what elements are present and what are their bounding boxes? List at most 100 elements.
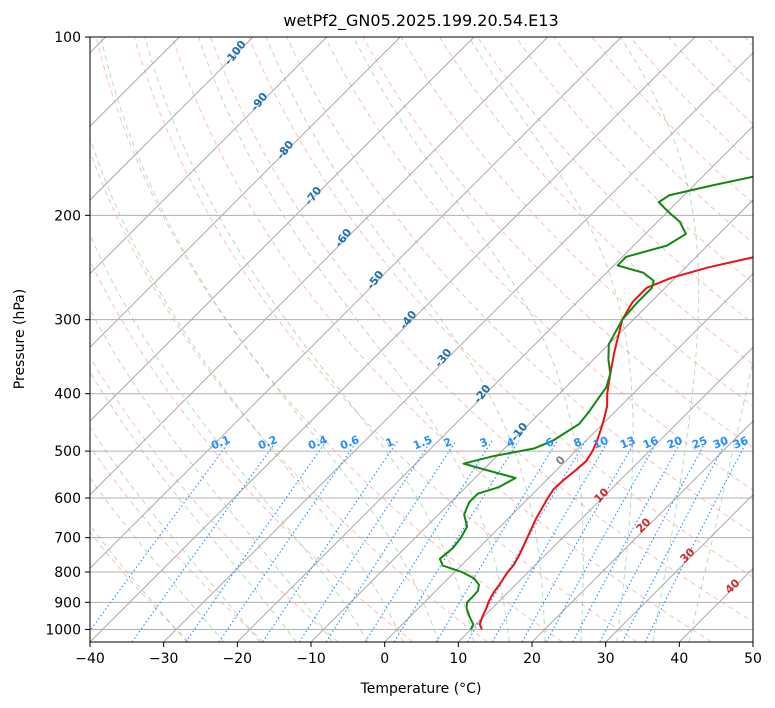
- dry-adiabat-label: -30: [432, 346, 455, 370]
- moist-adiabat-line: [353, 37, 584, 642]
- mixing-ratio-label: 0.2: [256, 433, 279, 452]
- x-tick-label: 30: [597, 651, 615, 667]
- isotherm-line: [310, 199, 753, 642]
- mixing-ratio-line: [621, 440, 728, 642]
- x-tick-label: −10: [296, 651, 326, 667]
- isotherm-line: [90, 37, 549, 496]
- moist-adiabat-line: [265, 37, 546, 642]
- moist-adiabat-label: 40: [723, 576, 743, 596]
- moist-adiabat-label: 30: [678, 545, 698, 565]
- moist-adiabat-line: [688, 358, 753, 642]
- y-tick-label: 900: [54, 595, 81, 611]
- mixing-ratio-label: 1.5: [411, 433, 434, 452]
- isotherm-line: [752, 641, 753, 642]
- moist-adiabat-line: [90, 477, 225, 642]
- mixing-ratio-label: 0.6: [338, 433, 361, 452]
- x-tick-label: 10: [449, 651, 467, 667]
- isotherm-line: [90, 37, 696, 642]
- mixing-ratio-label: 36: [731, 434, 750, 452]
- moist-adiabat-label: 10: [592, 485, 612, 505]
- mixing-ratio-label: 16: [641, 434, 660, 452]
- moist-adiabat-line: [144, 37, 475, 642]
- mixing-ratio-line: [185, 440, 328, 642]
- dry-adiabat-line: [553, 37, 753, 244]
- dry-adiabat-line: [90, 150, 488, 642]
- mixing-ratio-line: [90, 440, 231, 632]
- mixing-ratio-line: [325, 440, 457, 642]
- mixing-ratio-line: [218, 440, 358, 642]
- isotherm-line: [90, 37, 475, 422]
- dry-adiabat-line: [90, 356, 339, 642]
- moist-adiabat-line: [90, 233, 369, 642]
- mixing-ratio-label: 8: [572, 435, 584, 450]
- isotherm-line: [531, 420, 753, 642]
- x-tick-label: 50: [744, 651, 762, 667]
- mixing-ratio-label: 10: [591, 434, 610, 452]
- isotherm-line: [90, 37, 401, 349]
- dry-adiabat-line: [90, 259, 414, 642]
- dry-adiabat-line: [248, 37, 753, 578]
- moist-adiabat-line: [90, 308, 333, 642]
- dry-adiabat-line: [744, 37, 753, 47]
- chart-title: wetPf2_GN05.2025.199.20.54.E13: [283, 11, 558, 31]
- x-tick-label: 40: [670, 651, 688, 667]
- x-tick-label: −20: [223, 651, 253, 667]
- isotherm-line: [384, 272, 753, 642]
- mixing-ratio-label: 0.4: [306, 433, 329, 452]
- moist-adiabat-line: [90, 524, 188, 642]
- dry-adiabat-line: [210, 37, 753, 623]
- temperature-profile-line: [478, 256, 753, 630]
- isotherm-line: [236, 125, 753, 642]
- isotherm-line: [163, 51, 753, 642]
- x-tick-label: 20: [523, 651, 541, 667]
- x-axis-title: Temperature (°C): [360, 681, 482, 697]
- mixing-ratio-line: [393, 440, 520, 642]
- y-tick-label: 100: [54, 30, 81, 46]
- moist-adiabat-line: [90, 136, 404, 642]
- y-tick-label: 700: [54, 531, 81, 547]
- dry-adiabat-label: -60: [332, 226, 355, 250]
- mixing-ratio-line: [131, 440, 278, 642]
- mixing-ratio-label: 20: [665, 434, 684, 452]
- mixing-ratio-line: [644, 440, 748, 642]
- y-tick-label: 500: [54, 444, 81, 460]
- dry-adiabat-line: [477, 37, 753, 325]
- dry-adiabat-label: -70: [302, 184, 325, 208]
- dry-adiabat-label: -50: [364, 268, 387, 292]
- dry-adiabat-label: -40: [397, 308, 420, 332]
- mixing-ratio-line: [435, 440, 558, 642]
- dry-adiabat-line: [706, 37, 753, 86]
- mixing-ratio-line: [364, 440, 493, 642]
- mixing-ratio-line: [521, 440, 637, 642]
- mixing-ratio-line: [599, 440, 707, 642]
- mixing-ratio-line: [572, 440, 683, 642]
- dry-adiabat-line: [90, 445, 264, 642]
- dry-adiabat-line: [133, 37, 638, 642]
- mixing-ratio-line: [262, 440, 399, 642]
- dry-adiabat-line: [439, 37, 753, 366]
- y-tick-label: 600: [54, 491, 81, 507]
- mixing-ratio-label: 1: [384, 435, 396, 450]
- axes: -100-90-80-70-60-50-40-30-20-100.1 0.2 0.4…: [45, 30, 762, 667]
- dry-adiabat-line: [95, 37, 563, 642]
- moist-adiabat-line: [620, 37, 700, 642]
- dry-adiabat-label: -80: [274, 138, 297, 162]
- moist-adiabat-label: 20: [634, 515, 654, 535]
- isotherm-line: [90, 37, 622, 570]
- mixing-ratio-label: 25: [690, 434, 709, 452]
- mixing-ratio-label: 0.1: [209, 433, 232, 452]
- mixing-ratio-label: 2: [442, 435, 454, 450]
- moist-adiabat-line: [90, 426, 261, 642]
- mixing-ratio-line: [545, 440, 659, 642]
- isotherm-line: [90, 37, 328, 275]
- y-tick-label: 800: [54, 565, 81, 581]
- mixing-ratio-label: 30: [711, 434, 730, 452]
- mixing-ratio-label: 3: [478, 435, 490, 450]
- mixing-ratio-line: [491, 440, 609, 642]
- y-tick-label: 200: [54, 208, 81, 224]
- plot-area: [90, 37, 753, 642]
- moist-adiabat-line: [468, 37, 634, 642]
- x-tick-label: −40: [75, 651, 105, 667]
- dry-adiabat-label: -20: [471, 382, 494, 406]
